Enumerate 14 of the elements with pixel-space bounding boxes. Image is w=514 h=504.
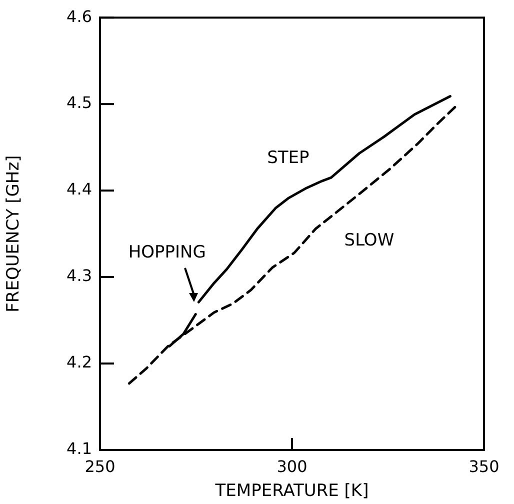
x-tick-label: 250	[84, 456, 116, 476]
y-axis-title: FREQUENCY [GHz]	[4, 155, 24, 312]
y-tick-label: 4.5	[66, 93, 92, 112]
x-axis-title: TEMPERATURE [K]	[214, 481, 369, 502]
series-label: SLOW	[344, 230, 394, 250]
x-tick-label: 300	[276, 456, 308, 476]
y-tick-label: 4.6	[66, 6, 92, 26]
y-tick-label: 4.2	[66, 352, 92, 372]
annotation: HOPPING	[128, 242, 206, 263]
x-tick-label: 350	[468, 456, 500, 476]
series-label: STEP	[267, 148, 310, 168]
y-tick-label: 4.4	[66, 180, 92, 199]
y-tick-label: 4.1	[66, 439, 92, 458]
y-tick-label: 4.3	[66, 266, 92, 286]
